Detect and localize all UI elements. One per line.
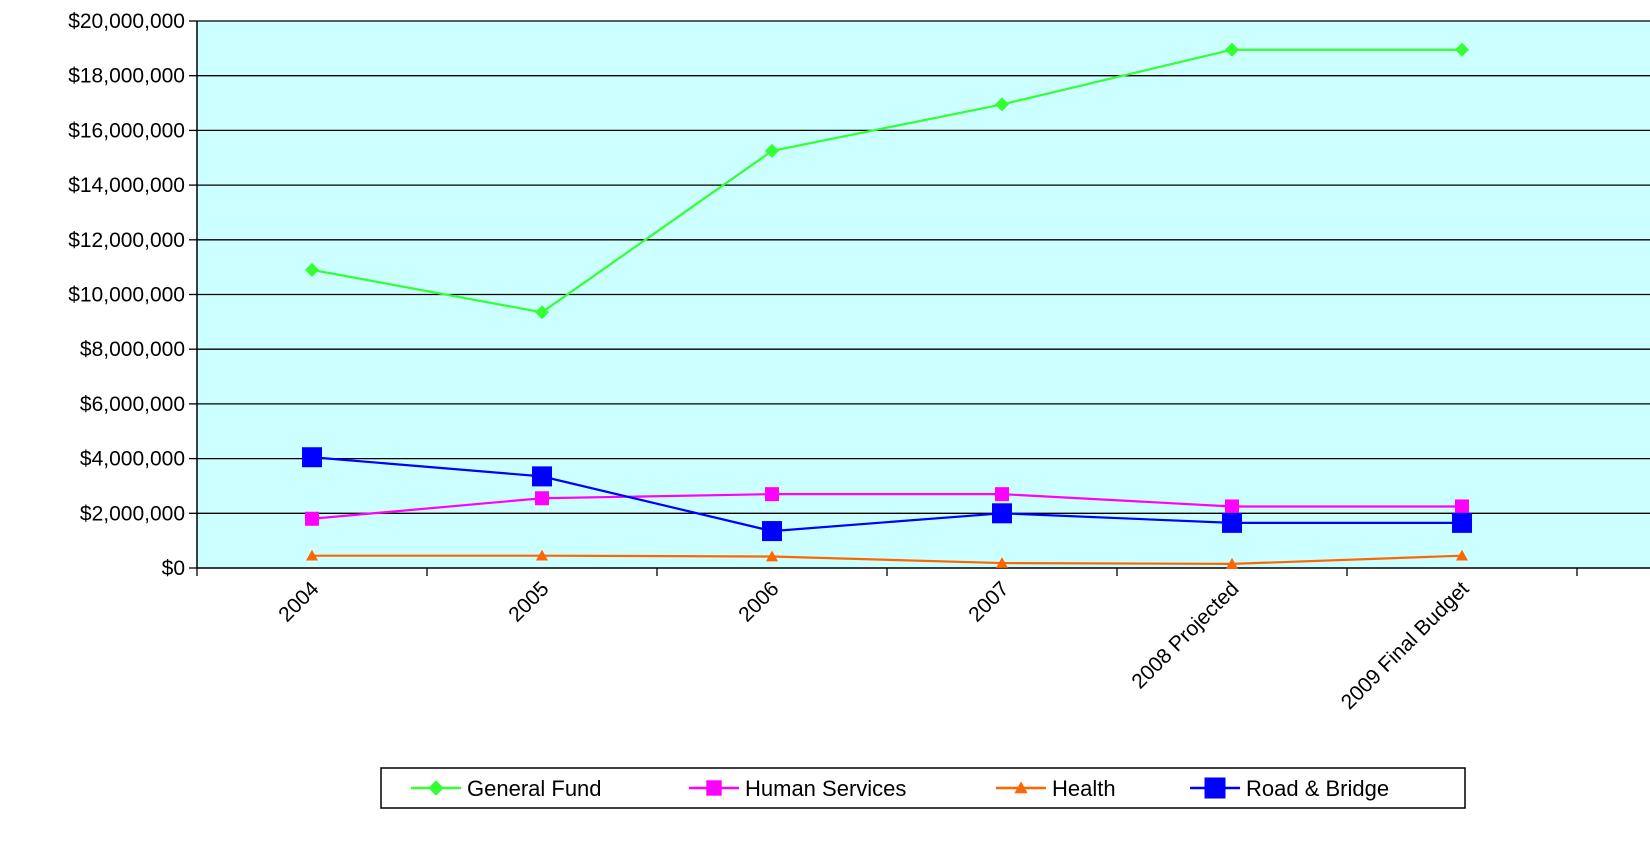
legend-label: Health <box>1052 776 1116 801</box>
legend-swatch-marker <box>428 780 444 796</box>
data-point <box>1456 549 1468 561</box>
data-point <box>1225 499 1239 514</box>
data-point <box>1222 512 1242 533</box>
data-point <box>766 550 778 562</box>
data-point <box>532 466 552 487</box>
data-point <box>765 487 779 502</box>
x-tick-label: 2004 <box>274 577 324 627</box>
y-tick-label: $6,000,000 <box>80 393 185 416</box>
legend-label: Road & Bridge <box>1246 776 1389 801</box>
x-tick-label: 2008 Projected <box>1127 577 1243 693</box>
y-tick-label: $20,000,000 <box>68 10 185 33</box>
y-tick-label: $16,000,000 <box>68 119 185 142</box>
data-point <box>992 503 1012 524</box>
y-tick-label: $18,000,000 <box>68 65 185 88</box>
x-tick-label: 2005 <box>504 577 553 626</box>
legend: General Fund Human Services Health Road & B… <box>380 767 1466 809</box>
data-point <box>1452 512 1472 533</box>
data-point <box>995 97 1009 112</box>
legend-item: General Fund <box>411 776 602 801</box>
legend-swatch-marker <box>1014 781 1028 794</box>
series-road-bridge <box>302 447 1472 542</box>
data-point <box>536 549 548 561</box>
data-point <box>1455 499 1469 514</box>
data-point <box>996 557 1008 568</box>
series-general-fund <box>305 42 1469 320</box>
y-tick-label: $4,000,000 <box>80 448 185 471</box>
x-tick-label: 2006 <box>734 577 783 626</box>
y-tick-labels: $0 $2,000,000 $4,000,000 $6,000,000 $8,000,0… <box>68 10 185 580</box>
legend-swatch-marker <box>706 780 722 796</box>
y-tick-label: $2,000,000 <box>80 502 185 525</box>
legend-item: Health <box>996 776 1116 801</box>
gridlines <box>197 20 1650 514</box>
x-tick-label: 2007 <box>964 577 1013 626</box>
series-health <box>306 549 1468 569</box>
data-point <box>762 521 782 542</box>
y-tick-label: $8,000,000 <box>80 338 185 361</box>
y-tick-label: $10,000,000 <box>68 284 185 307</box>
legend-box <box>380 767 1466 809</box>
data-point <box>305 262 319 277</box>
data-point <box>1455 42 1469 57</box>
series-layer <box>302 42 1472 569</box>
x-tick-label: 2009 Final Budget <box>1337 577 1474 714</box>
series-line <box>311 48 1462 314</box>
data-point <box>995 487 1009 502</box>
data-point <box>535 305 549 320</box>
data-point <box>1226 557 1238 569</box>
data-point <box>765 143 779 158</box>
x-tick-labels: 2004 2005 2006 2007 2008 Projected 2009 Final… <box>274 577 1473 714</box>
y-tick-label: $12,000,000 <box>68 229 185 252</box>
axes <box>189 20 1650 576</box>
data-point <box>535 491 549 506</box>
data-point <box>302 447 322 468</box>
legend-item: Human Services <box>689 776 906 801</box>
legend-swatch-marker <box>1204 777 1226 799</box>
data-point <box>1225 42 1239 57</box>
series-line <box>311 456 1462 533</box>
legend-item: Road & Bridge <box>1190 776 1389 801</box>
y-tick-label: $14,000,000 <box>68 174 185 197</box>
data-point <box>305 511 319 526</box>
data-point <box>306 549 318 561</box>
series-line <box>312 554 1463 565</box>
y-tick-label: $0 <box>162 557 185 580</box>
legend-label: General Fund <box>467 776 602 801</box>
series-human-services <box>305 487 1469 526</box>
series-line <box>311 493 1462 520</box>
legend-label: Human Services <box>745 776 906 801</box>
